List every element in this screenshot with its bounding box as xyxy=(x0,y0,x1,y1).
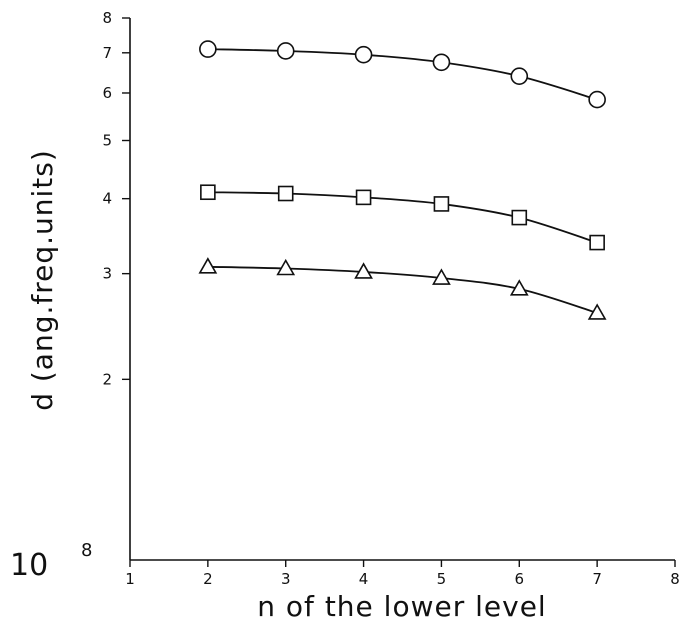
x-tick-label: 7 xyxy=(592,570,602,588)
x-tick-label: 8 xyxy=(670,570,680,588)
series-line-circle xyxy=(207,48,598,101)
data-point-square xyxy=(589,234,605,251)
y-tick-label: 7 xyxy=(102,44,112,62)
y-tick-label: 3 xyxy=(102,265,112,283)
data-point-circle xyxy=(588,90,606,109)
axes xyxy=(129,18,675,561)
y-axis-title: d (ang.freq.units) xyxy=(26,149,59,411)
x-tick-label: 3 xyxy=(281,570,291,588)
y-scale-base: 10 xyxy=(10,548,48,583)
data-point-square xyxy=(200,184,216,201)
series-curves xyxy=(207,48,598,314)
x-axis-ticks: 1 2 3 4 5 6 7 8 xyxy=(125,560,680,588)
x-tick-label: 5 xyxy=(437,570,447,588)
data-point-square xyxy=(511,209,528,226)
x-axis-title: n of the lower level xyxy=(257,590,546,623)
data-point-square xyxy=(433,196,450,212)
data-point-circle xyxy=(276,42,295,60)
data-point-circle xyxy=(354,45,373,64)
y-tick-label: 4 xyxy=(102,190,112,208)
x-tick-label: 4 xyxy=(359,570,369,588)
data-point-triangle xyxy=(432,268,451,285)
data-point-triangle xyxy=(354,262,373,279)
y-tick-label: 8 xyxy=(102,9,112,27)
data-point-circle xyxy=(199,40,217,58)
x-tick-label: 2 xyxy=(203,570,213,588)
data-point-circle xyxy=(510,67,529,85)
x-tick-label: 6 xyxy=(515,570,525,588)
data-point-triangle xyxy=(276,258,296,276)
data-point-circle xyxy=(432,53,451,72)
y-tick-label: 5 xyxy=(102,132,112,150)
y-tick-label: 2 xyxy=(102,370,112,388)
data-point-triangle xyxy=(587,303,607,320)
series-line-triangle xyxy=(207,265,598,314)
y-tick-label: 6 xyxy=(102,84,112,102)
data-point-square xyxy=(277,185,294,202)
series-line-square xyxy=(207,191,598,244)
y-scale-exponent: 8 xyxy=(81,540,92,561)
x-tick-label: 1 xyxy=(125,570,135,588)
data-point-triangle xyxy=(198,257,218,274)
y-axis-ticks: 2 3 4 5 6 7 8 xyxy=(102,9,130,388)
data-point-triangle xyxy=(509,279,529,296)
data-point-square xyxy=(355,189,372,206)
series-markers xyxy=(198,40,607,320)
